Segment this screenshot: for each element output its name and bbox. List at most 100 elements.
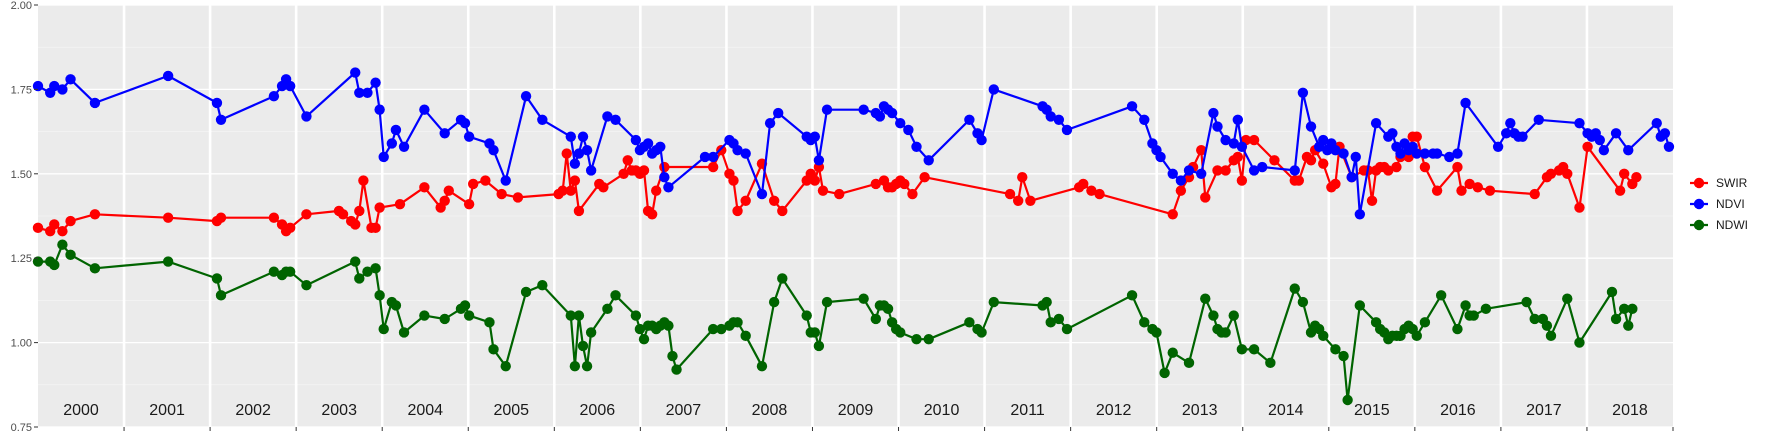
data-point-ndwi	[362, 266, 373, 277]
data-point-ndvi	[1338, 148, 1349, 159]
data-point-ndvi	[1318, 134, 1329, 146]
data-point-swir	[573, 205, 585, 217]
data-point-swir	[1484, 185, 1496, 196]
data-point-swir	[740, 195, 751, 207]
data-point-ndvi	[1594, 134, 1605, 146]
data-point-ndvi	[463, 131, 475, 142]
data-point-ndvi	[1350, 151, 1361, 163]
data-point-ndvi	[1574, 117, 1585, 129]
data-point-swir	[1196, 144, 1207, 156]
data-point-swir	[732, 205, 743, 217]
data-point-ndvi	[1053, 114, 1065, 125]
data-point-ndvi	[1220, 134, 1231, 146]
data-point-swir	[1411, 131, 1422, 142]
data-point-ndvi	[57, 84, 68, 95]
data-point-swir	[1574, 202, 1585, 213]
data-point-swir	[561, 148, 572, 159]
data-point-ndvi	[1061, 124, 1073, 136]
data-point-swir	[728, 175, 739, 186]
data-point-ndwi	[895, 327, 906, 338]
data-point-ndvi	[663, 182, 674, 193]
data-point-ndwi	[988, 296, 999, 308]
data-point-swir	[777, 205, 788, 217]
data-point-swir	[1200, 192, 1211, 203]
data-point-ndwi	[1248, 344, 1260, 355]
data-point-ndvi	[1257, 161, 1268, 173]
data-point-ndvi	[1196, 168, 1207, 179]
legend-label: NDVI	[1716, 197, 1745, 211]
data-point-swir	[1248, 134, 1260, 146]
data-point-ndwi	[671, 364, 682, 375]
data-point-ndwi	[740, 330, 751, 342]
data-point-swir	[370, 222, 381, 234]
data-point-ndvi	[1419, 148, 1431, 159]
data-point-ndvi	[858, 104, 869, 115]
data-point-swir	[350, 219, 361, 230]
data-point-ndvi	[537, 114, 548, 125]
data-point-ndwi	[1053, 313, 1065, 325]
data-point-ndvi	[1183, 165, 1195, 176]
data-point-ndvi	[1651, 117, 1662, 129]
data-point-swir	[1236, 175, 1248, 186]
data-point-ndvi	[655, 141, 666, 152]
data-point-ndwi	[1354, 300, 1366, 311]
data-point-swir	[1431, 185, 1443, 196]
data-point-ndwi	[65, 249, 76, 261]
data-point-swir	[1232, 151, 1244, 163]
data-point-swir	[1383, 165, 1394, 176]
data-point-ndwi	[1623, 320, 1634, 331]
year-label: 2015	[1354, 402, 1390, 419]
data-point-ndwi	[370, 263, 381, 274]
data-point-ndvi	[988, 84, 999, 95]
year-label: 2004	[407, 402, 443, 419]
data-point-ndwi	[301, 280, 312, 291]
data-point-swir	[1078, 178, 1089, 190]
data-point-swir	[512, 192, 524, 203]
data-point-ndwi	[911, 334, 922, 345]
data-point-ndvi	[813, 155, 825, 166]
data-point-ndvi	[1167, 168, 1178, 179]
data-point-ndwi	[1468, 310, 1479, 321]
data-point-swir	[162, 212, 174, 223]
data-point-ndwi	[284, 266, 296, 277]
legend: SWIR NDVI NDWI	[1690, 176, 1748, 232]
data-point-ndwi	[49, 259, 60, 271]
data-point-ndwi	[350, 256, 361, 267]
data-point-ndwi	[1452, 323, 1463, 335]
data-point-swir	[337, 209, 349, 220]
data-point-ndvi	[911, 141, 922, 152]
data-point-swir	[443, 185, 454, 196]
data-point-ndwi	[268, 266, 280, 277]
data-point-ndvi	[602, 111, 613, 122]
data-point-ndvi	[1501, 128, 1512, 139]
data-point-ndwi	[638, 334, 650, 345]
data-point-ndvi	[65, 74, 76, 85]
data-point-swir	[899, 178, 910, 190]
data-point-ndvi	[1598, 144, 1610, 156]
data-point-ndvi	[89, 97, 101, 109]
data-point-ndwi	[1208, 310, 1219, 321]
data-point-swir	[284, 222, 296, 234]
data-point-ndwi	[858, 293, 869, 304]
data-point-ndwi	[1574, 337, 1585, 348]
data-point-swir	[1464, 178, 1475, 190]
data-point-ndwi	[630, 310, 642, 321]
data-point-ndvi	[520, 90, 532, 102]
data-point-ndvi	[1236, 141, 1248, 152]
data-point-swir	[834, 188, 845, 200]
data-point-ndwi	[1061, 323, 1073, 335]
data-point-swir	[638, 165, 650, 176]
y-tick-label: 2.00	[11, 0, 32, 12]
data-point-swir	[419, 182, 430, 193]
data-point-ndvi	[386, 138, 398, 149]
data-point-ndvi	[211, 97, 223, 109]
data-point-ndwi	[1151, 327, 1162, 338]
data-point-ndvi	[488, 144, 499, 156]
data-point-ndwi	[964, 317, 975, 328]
data-point-ndvi	[699, 151, 711, 163]
data-point-ndvi	[659, 171, 670, 183]
data-point-ndvi	[923, 155, 934, 166]
data-point-ndvi	[1045, 111, 1056, 122]
data-point-swir	[57, 225, 68, 237]
